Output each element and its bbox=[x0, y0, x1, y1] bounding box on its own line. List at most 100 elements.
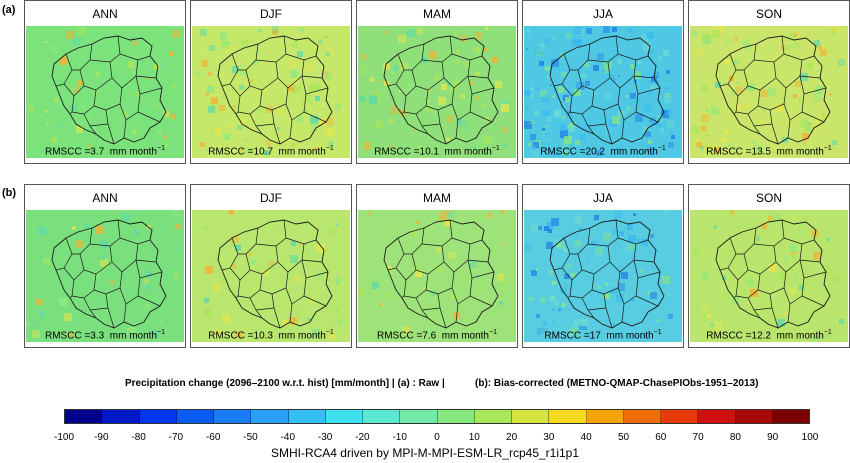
colorbar-tick-label: 70 bbox=[692, 432, 704, 443]
region-border bbox=[238, 43, 259, 71]
colorbar-tick-label: -40 bbox=[280, 432, 296, 443]
map-field bbox=[192, 210, 350, 342]
colorbar-tick-label: 80 bbox=[729, 432, 741, 443]
region-border bbox=[89, 307, 109, 311]
region-border bbox=[255, 35, 287, 63]
precipitation-map bbox=[192, 26, 350, 158]
region-border bbox=[569, 273, 595, 299]
map-panel-a-ann: ANN RMSCC =3.7 mm month−1 bbox=[24, 0, 186, 164]
region-border bbox=[93, 87, 123, 111]
rmscc-prefix: RMSCC = bbox=[45, 330, 91, 341]
region-border bbox=[773, 61, 801, 89]
precipitation-map bbox=[690, 210, 848, 342]
region-border bbox=[757, 87, 787, 111]
rmscc-unit: mm month bbox=[441, 330, 489, 341]
rmscc-value: 13.5 bbox=[751, 146, 771, 157]
rmscc-value: 10.7 bbox=[253, 146, 273, 157]
panel-title: JJA bbox=[592, 191, 613, 205]
region-border bbox=[89, 219, 121, 247]
region-border bbox=[275, 61, 303, 89]
region-border bbox=[757, 271, 787, 295]
region-border bbox=[587, 123, 607, 127]
map-panel-a-son: SON RMSCC =13.5 mm month−1 bbox=[688, 0, 850, 164]
colorbar-bin bbox=[288, 410, 326, 423]
panel-title: MAM bbox=[423, 191, 451, 205]
region-border bbox=[753, 123, 773, 127]
region-border bbox=[255, 219, 287, 247]
region-border bbox=[425, 87, 455, 111]
rmscc-value: 3.3 bbox=[90, 330, 105, 341]
region-border bbox=[421, 123, 441, 127]
map-field bbox=[690, 210, 848, 342]
colorbar-tick-label: -30 bbox=[317, 432, 333, 443]
region-border bbox=[736, 227, 757, 255]
rmscc-unit: mm month bbox=[610, 146, 658, 157]
precipitation-map bbox=[524, 26, 682, 158]
colorbar-bin bbox=[251, 410, 289, 423]
region-border bbox=[79, 69, 113, 91]
colorbar-tick-label: -20 bbox=[355, 432, 370, 443]
colorbar-bin bbox=[65, 410, 103, 423]
precipitation-map bbox=[524, 210, 682, 342]
rmscc-unit-exp: −1 bbox=[823, 328, 832, 336]
colorbar-bin bbox=[586, 410, 624, 423]
rmscc-prefix: RMSCC = bbox=[208, 146, 254, 157]
row-label-a: (a) bbox=[2, 4, 16, 16]
rmscc-label: RMSCC =12.2 mm month−1 bbox=[689, 329, 849, 341]
rmscc-unit-exp: −1 bbox=[325, 328, 334, 336]
map-panel-b-jja: JJA RMSCC =17 mm month−1 bbox=[522, 184, 684, 348]
region-border bbox=[570, 227, 591, 255]
region-border bbox=[404, 43, 425, 71]
region-border bbox=[237, 273, 263, 299]
map-field bbox=[358, 26, 516, 158]
region-border bbox=[577, 253, 611, 275]
region-border bbox=[289, 119, 293, 139]
colorbar-tick-label: -80 bbox=[131, 432, 146, 443]
region-border bbox=[259, 87, 289, 111]
colorbar bbox=[64, 409, 810, 424]
colorbar-tick-label: 10 bbox=[468, 432, 480, 443]
map-field bbox=[192, 26, 350, 158]
region-border bbox=[425, 271, 455, 295]
precipitation-map bbox=[358, 210, 516, 342]
rmscc-value: 20.2 bbox=[585, 146, 605, 157]
region-border bbox=[89, 35, 121, 63]
rmscc-label: RMSCC =3.3 mm month−1 bbox=[25, 329, 185, 341]
region-border bbox=[387, 237, 405, 271]
region-border bbox=[607, 61, 635, 89]
precipitation-map bbox=[358, 26, 516, 158]
region-border bbox=[93, 271, 123, 295]
colorbar-bin bbox=[549, 410, 587, 423]
rmscc-value: 17 bbox=[589, 330, 601, 341]
colorbar-bin bbox=[102, 410, 140, 423]
region-border bbox=[123, 119, 127, 139]
region-border bbox=[79, 253, 113, 275]
colorbar-bin bbox=[735, 410, 773, 423]
region-border bbox=[591, 87, 621, 111]
rmscc-label: RMSCC =10.3 mm month−1 bbox=[191, 329, 351, 341]
region-border bbox=[553, 237, 571, 271]
region-border bbox=[621, 303, 625, 323]
region-border bbox=[753, 219, 785, 247]
region-border bbox=[72, 227, 93, 255]
rmscc-value: 7.6 bbox=[422, 330, 437, 341]
colorbar-bin bbox=[698, 410, 736, 423]
region-border bbox=[89, 123, 109, 127]
region-border bbox=[259, 271, 289, 295]
region-border bbox=[719, 53, 737, 87]
region-border bbox=[621, 119, 625, 139]
region-border bbox=[735, 273, 761, 299]
rmscc-unit-exp: −1 bbox=[657, 144, 666, 152]
colorbar-bin bbox=[623, 410, 661, 423]
region-border bbox=[221, 53, 239, 87]
colorbar-bin bbox=[400, 410, 438, 423]
colorbar-tick-label: 30 bbox=[543, 432, 555, 443]
colorbar-tick-label: 50 bbox=[617, 432, 630, 443]
rmscc-unit-exp: −1 bbox=[823, 144, 832, 152]
map-field bbox=[26, 210, 184, 342]
row-label-b: (b) bbox=[2, 187, 17, 199]
rmscc-label: RMSCC =20.2 mm month−1 bbox=[523, 145, 683, 157]
rmscc-unit: mm month bbox=[109, 146, 157, 157]
region-border bbox=[71, 273, 97, 299]
rmscc-unit: mm month bbox=[776, 330, 824, 341]
